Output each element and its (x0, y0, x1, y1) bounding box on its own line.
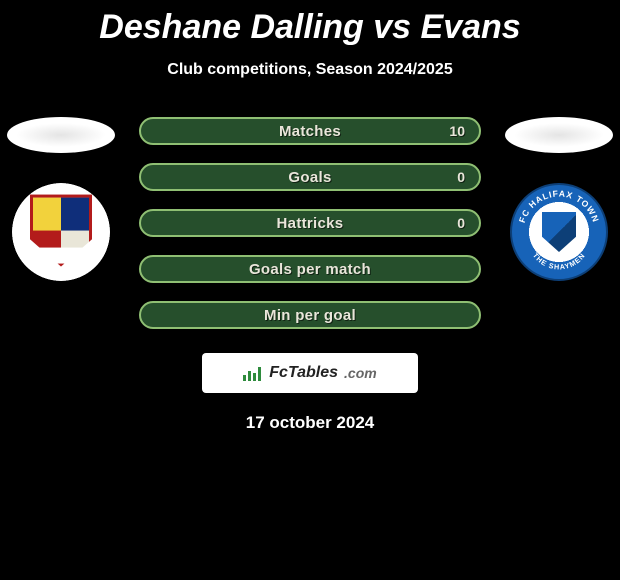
stat-label: Goals (288, 169, 331, 186)
page-title: Deshane Dalling vs Evans (0, 0, 620, 47)
brand-domain: .com (344, 365, 377, 381)
stat-label: Matches (279, 123, 341, 140)
badge-inner-circle (531, 204, 587, 260)
season-subtitle: Club competitions, Season 2024/2025 (0, 61, 620, 79)
player-left-column (6, 117, 116, 281)
stat-rows: Matches 10 Goals 0 Hattricks 0 Goals per match… (139, 117, 481, 329)
stat-value-right: 0 (457, 169, 465, 185)
stat-value-right: 0 (457, 215, 465, 231)
player-right-avatar-placeholder (505, 117, 613, 153)
stat-row: Goals 0 (139, 163, 481, 191)
club-badge-halifax: FC HALIFAX TOWN THE SHAYMEN (510, 183, 608, 281)
stat-row: Min per goal (139, 301, 481, 329)
shield-icon (542, 212, 576, 252)
stat-value-right: 10 (449, 123, 465, 139)
club-badge-wealdstone (12, 183, 110, 281)
stat-label: Min per goal (264, 307, 356, 324)
comparison-content: FC HALIFAX TOWN THE SHAYMEN Matches 10 Goa… (0, 117, 620, 329)
shield-icon (30, 195, 92, 267)
date-text: 17 october 2024 (0, 413, 620, 433)
stat-label: Hattricks (277, 215, 344, 232)
bar-chart-icon (243, 365, 261, 381)
stat-row: Goals per match (139, 255, 481, 283)
player-right-column: FC HALIFAX TOWN THE SHAYMEN (504, 117, 614, 281)
player-left-avatar-placeholder (7, 117, 115, 153)
stat-label: Goals per match (249, 261, 371, 278)
brand-name: FcTables (269, 364, 338, 382)
stat-row: Matches 10 (139, 117, 481, 145)
stat-row: Hattricks 0 (139, 209, 481, 237)
brand-card[interactable]: FcTables .com (202, 353, 418, 393)
